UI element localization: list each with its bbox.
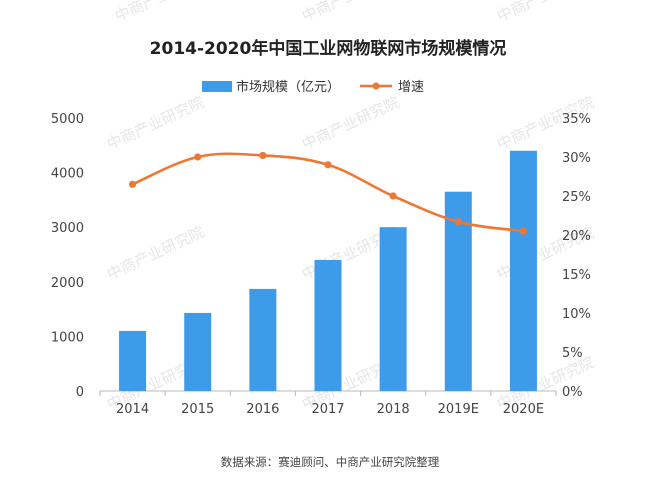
bar-series bbox=[119, 150, 537, 391]
right-y-axis: 0% 5% 10% 15% 20% 25% 30% 35% bbox=[562, 112, 591, 400]
growth-point-2015 bbox=[194, 153, 202, 161]
growth-point-2020E bbox=[519, 227, 528, 235]
x-tick-label: 2015 bbox=[181, 402, 214, 417]
left-y-tick-label: 3000 bbox=[51, 221, 84, 236]
bar-2014 bbox=[119, 330, 147, 391]
left-y-axis: 0 1000 2000 3000 4000 5000 bbox=[51, 112, 84, 400]
legend-bar-swatch bbox=[202, 81, 232, 92]
left-y-tick-label: 4000 bbox=[51, 167, 84, 182]
right-y-tick-label: 25% bbox=[562, 190, 591, 205]
x-tick-label: 2019E bbox=[438, 402, 479, 417]
legend-label-growth: 增速 bbox=[398, 80, 424, 95]
x-tick-label: 2017 bbox=[311, 402, 344, 417]
chart-title: 2014-2020年中国工业网物联网市场规模情况 bbox=[150, 38, 507, 59]
bar-2018 bbox=[379, 227, 407, 391]
x-tick-label: 2020E bbox=[503, 402, 544, 417]
watermark-text: 中商产业研究院 bbox=[104, 93, 207, 154]
right-y-tick-label: 10% bbox=[562, 307, 591, 322]
x-tick-label: 2014 bbox=[116, 402, 149, 417]
legend-label-market-size: 市场规模（亿元） bbox=[236, 79, 340, 95]
left-y-tick-label: 0 bbox=[76, 385, 84, 400]
growth-point-2019E bbox=[454, 218, 462, 226]
growth-point-2014 bbox=[128, 180, 137, 188]
legend-line-marker bbox=[372, 82, 380, 90]
watermark-text: 中商产业研究院 bbox=[299, 93, 402, 154]
left-y-tick-label: 5000 bbox=[51, 112, 84, 127]
bar-2015 bbox=[184, 312, 212, 391]
right-y-tick-label: 15% bbox=[562, 268, 591, 283]
right-y-tick-label: 0% bbox=[562, 385, 583, 400]
right-y-tick-label: 35% bbox=[562, 112, 591, 127]
x-tick-label: 2016 bbox=[246, 402, 279, 417]
growth-line-series bbox=[128, 151, 528, 235]
right-y-tick-label: 30% bbox=[562, 151, 591, 166]
growth-point-2018 bbox=[389, 192, 397, 200]
bar-2016 bbox=[249, 288, 277, 391]
legend: 市场规模（亿元） 增速 bbox=[202, 79, 424, 95]
left-y-tick-label: 2000 bbox=[51, 276, 84, 291]
right-y-tick-label: 5% bbox=[562, 346, 583, 361]
x-axis: 2014 2015 2016 2017 2018 2019E 2020E bbox=[99, 391, 557, 417]
growth-point-2017 bbox=[324, 161, 332, 169]
growth-point-2016 bbox=[259, 151, 267, 160]
watermark-text: 中商产业研究院 bbox=[112, 0, 215, 26]
watermark-text: 中商产业研究院 bbox=[104, 223, 207, 284]
x-tick-label: 2018 bbox=[377, 402, 410, 417]
source-note: 数据来源：赛迪顾问、中商产业研究院整理 bbox=[221, 455, 440, 469]
bar-2020E bbox=[509, 150, 537, 391]
bar-2017 bbox=[314, 259, 342, 391]
right-y-tick-label: 20% bbox=[562, 229, 591, 244]
watermark-text: 中商产业研究院 bbox=[494, 0, 597, 26]
watermark-text: 中商产业研究院 bbox=[299, 0, 402, 26]
left-y-tick-label: 1000 bbox=[51, 330, 84, 345]
